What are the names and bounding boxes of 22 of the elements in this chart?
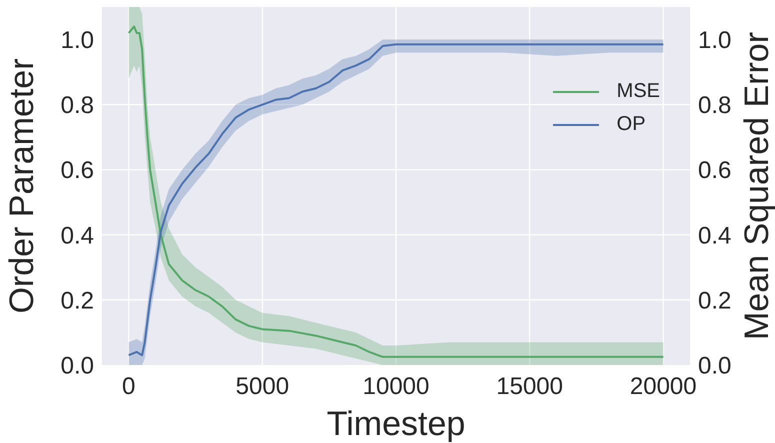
y2-tick-label: 0.0: [698, 352, 732, 380]
y-tick-label: 0.0: [60, 352, 94, 380]
x-tick-label: 10000: [362, 373, 430, 400]
y2-tick-label: 0.2: [698, 287, 732, 314]
legend-label: OP: [616, 113, 646, 136]
y-tick-label: 1.0: [60, 27, 94, 54]
y2-tick-label: 0.6: [698, 157, 732, 184]
y-tick-label: 0.8: [60, 92, 94, 120]
y2-tick-label: 1.0: [698, 27, 732, 54]
y2-tick-label: 0.4: [698, 222, 732, 250]
y-tick-label: 0.2: [60, 287, 94, 314]
y-axis-title: Order Parameter: [3, 58, 41, 314]
x-tick-label: 0: [122, 373, 136, 400]
x-tick-label: 15000: [496, 373, 564, 400]
x-axis-title: Timestep: [326, 405, 466, 443]
legend-label: MSE: [616, 80, 660, 103]
y2-axis-title: Mean Squared Error: [738, 32, 775, 340]
y-tick-label: 0.4: [60, 222, 94, 250]
x-tick-label: 5000: [236, 373, 290, 400]
x-tick-label: 20000: [630, 373, 697, 400]
y-tick-label: 0.6: [60, 157, 94, 184]
y2-tick-label: 0.8: [698, 92, 732, 120]
